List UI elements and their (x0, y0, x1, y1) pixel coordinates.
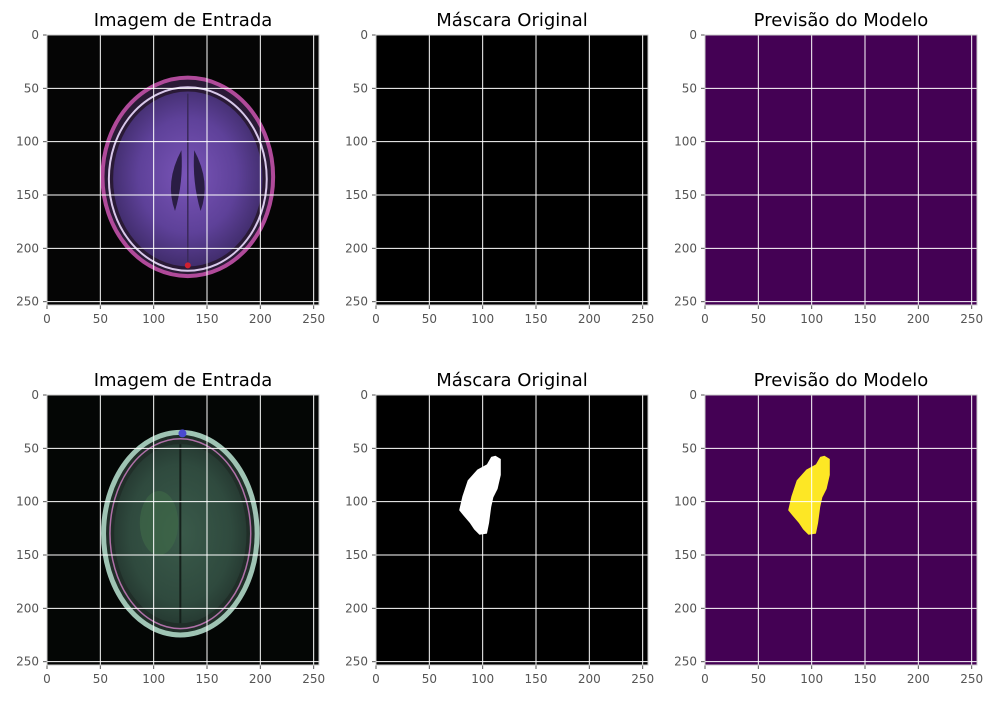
y-tick-label: 150 (345, 188, 368, 202)
y-tick-label: 100 (674, 495, 697, 509)
x-tick-label: 200 (578, 672, 601, 686)
panel-3: Previsão do Modelo 0 0 50 50 100 100 150 150 200 2… (674, 10, 983, 326)
x-tick-label: 0 (701, 312, 709, 326)
y-tick-label: 50 (682, 81, 697, 95)
x-tick-label: 0 (372, 672, 380, 686)
x-tick-label: 250 (960, 672, 983, 686)
panel-image (705, 35, 977, 305)
axes-frame (704, 394, 978, 666)
y-tick-label: 250 (674, 655, 697, 669)
axes-frame (375, 394, 649, 666)
x-tick-label: 150 (854, 312, 877, 326)
panel-1: Imagem de Entrada 0 0 50 50 100 100 150 150 200 20… (16, 10, 325, 326)
y-tick-label: 0 (360, 28, 368, 42)
x-tick-label: 50 (751, 312, 766, 326)
x-tick-label: 0 (372, 312, 380, 326)
panel-title: Previsão do Modelo (754, 10, 929, 31)
panel-6: Previsão do Modelo 0 0 50 50 100 100 150 150 200 2… (674, 370, 983, 686)
y-tick-label: 50 (682, 441, 697, 455)
x-tick-label: 250 (302, 312, 325, 326)
y-tick-label: 150 (16, 548, 39, 562)
axes-frame (375, 34, 649, 306)
x-tick-label: 150 (854, 672, 877, 686)
y-tick-label: 0 (360, 388, 368, 402)
x-tick-label: 50 (93, 672, 108, 686)
panel-image (376, 395, 648, 665)
y-tick-label: 250 (16, 655, 39, 669)
y-tick-label: 200 (674, 241, 697, 255)
panel-image (47, 395, 319, 665)
y-tick-label: 200 (16, 601, 39, 615)
y-tick-label: 150 (16, 188, 39, 202)
y-tick-label: 0 (689, 28, 697, 42)
x-tick-label: 100 (142, 312, 165, 326)
y-tick-label: 100 (345, 495, 368, 509)
y-tick-label: 50 (24, 441, 39, 455)
y-tick-label: 200 (16, 241, 39, 255)
y-tick-label: 250 (674, 295, 697, 309)
x-tick-label: 150 (525, 312, 548, 326)
y-tick-label: 50 (24, 81, 39, 95)
y-tick-label: 200 (674, 601, 697, 615)
y-tick-label: 50 (353, 81, 368, 95)
axes-frame (704, 34, 978, 306)
x-tick-label: 100 (142, 672, 165, 686)
y-tick-label: 150 (674, 548, 697, 562)
x-tick-label: 50 (751, 672, 766, 686)
y-tick-label: 0 (689, 388, 697, 402)
y-tick-label: 0 (31, 28, 39, 42)
y-tick-label: 100 (16, 495, 39, 509)
y-tick-label: 250 (16, 295, 39, 309)
panel-title: Imagem de Entrada (94, 370, 273, 391)
x-tick-label: 100 (800, 312, 823, 326)
x-tick-label: 150 (196, 672, 219, 686)
x-tick-label: 200 (907, 312, 930, 326)
x-tick-label: 50 (422, 672, 437, 686)
y-tick-label: 250 (345, 295, 368, 309)
y-tick-label: 50 (353, 441, 368, 455)
panel-image (705, 395, 977, 665)
tumor-region (459, 455, 501, 535)
axes-frame (46, 34, 320, 306)
x-tick-label: 250 (631, 672, 654, 686)
x-tick-label: 100 (800, 672, 823, 686)
x-tick-label: 50 (422, 312, 437, 326)
y-tick-label: 100 (674, 135, 697, 149)
y-tick-label: 0 (31, 388, 39, 402)
panel-title: Imagem de Entrada (94, 10, 273, 31)
x-tick-label: 250 (631, 312, 654, 326)
panel-2: Máscara Original 0 0 50 50 100 100 150 150 200 200… (345, 10, 654, 326)
y-tick-label: 100 (16, 135, 39, 149)
x-tick-label: 200 (249, 312, 272, 326)
x-tick-label: 200 (249, 672, 272, 686)
panel-title: Máscara Original (436, 10, 587, 31)
panel-5: Máscara Original 0 0 50 50 100 100 150 150 200 200… (345, 370, 654, 686)
x-tick-label: 50 (93, 312, 108, 326)
y-tick-label: 150 (345, 548, 368, 562)
x-tick-label: 100 (471, 312, 494, 326)
panel-title: Previsão do Modelo (754, 370, 929, 391)
x-tick-label: 250 (302, 672, 325, 686)
x-tick-label: 150 (196, 312, 219, 326)
x-tick-label: 150 (525, 672, 548, 686)
y-tick-label: 100 (345, 135, 368, 149)
x-tick-label: 200 (907, 672, 930, 686)
panel-image (47, 35, 319, 305)
x-tick-label: 0 (43, 312, 51, 326)
predicted-tumor-region (788, 455, 830, 535)
x-tick-label: 0 (701, 672, 709, 686)
panel-image (376, 35, 648, 305)
y-tick-label: 200 (345, 601, 368, 615)
x-tick-label: 0 (43, 672, 51, 686)
panel-title: Máscara Original (436, 370, 587, 391)
x-tick-label: 200 (578, 312, 601, 326)
x-tick-label: 250 (960, 312, 983, 326)
axes-frame (46, 394, 320, 666)
y-tick-label: 200 (345, 241, 368, 255)
panel-4: Imagem de Entrada 0 0 50 50 100 100 150 150 200 20… (16, 370, 325, 686)
y-tick-label: 250 (345, 655, 368, 669)
y-tick-label: 150 (674, 188, 697, 202)
x-tick-label: 100 (471, 672, 494, 686)
